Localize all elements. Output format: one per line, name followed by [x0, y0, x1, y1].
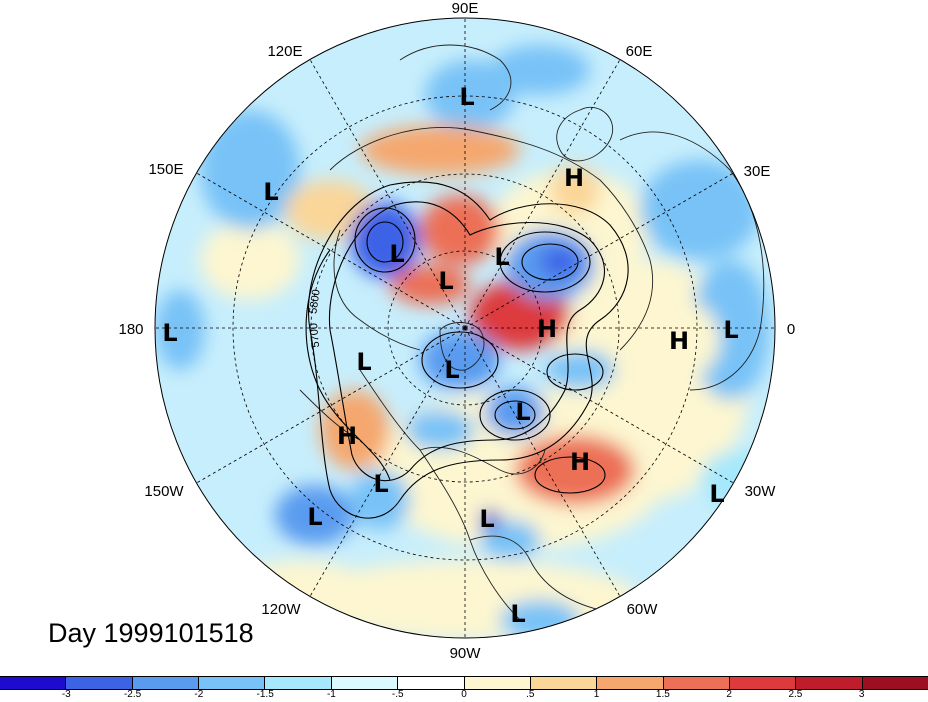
colorbar-tick-label: 0 — [461, 689, 467, 700]
colorbar-tick-label: -3 — [61, 689, 71, 700]
colorbar-tick-label: 1 — [593, 689, 600, 700]
low-marker: L — [438, 267, 453, 295]
colorbar-segment — [398, 677, 465, 689]
colorbar-segment — [199, 677, 266, 689]
colorbar-tick-labels: -3 -2.5 -2 -1.5 -1 -.5 0 .5 1 1.5 2 2.5 3 — [0, 689, 928, 702]
day-label: Day 1999101518 — [48, 618, 254, 648]
low-marker: L — [459, 83, 474, 111]
contour-label-5800: 5800 — [307, 289, 322, 315]
colorbar — [0, 676, 928, 690]
colorbar-segment — [132, 677, 200, 689]
map-border — [154, 17, 776, 639]
low-marker: L — [510, 600, 525, 628]
colorbar-segment — [331, 677, 399, 689]
colorbar-tick-label: .5 — [526, 689, 535, 700]
lon-label-60w: 60W — [627, 601, 659, 618]
lon-label-0: 0 — [787, 321, 795, 338]
colorbar-segment — [862, 677, 928, 689]
longitude-labels: 90E 60E 30E 0 30W 60W 90W 120W 150W 180 … — [118, 0, 795, 662]
low-marker: L — [723, 316, 738, 344]
colorbar-segment — [0, 677, 67, 689]
lon-label-180: 180 — [118, 321, 143, 338]
highs-lows: L H L L L L L H H L L L L H L H L L L L … — [162, 83, 738, 628]
colorbar-segment — [66, 677, 133, 689]
low-marker: L — [494, 243, 509, 271]
high-marker: H — [564, 164, 584, 192]
lon-label-30e: 30E — [744, 163, 771, 180]
contour-label-5700: 5700 — [308, 323, 322, 348]
height-contours — [305, 181, 629, 519]
low-marker: L — [356, 348, 371, 376]
low-marker: L — [515, 398, 530, 426]
meridians — [155, 18, 775, 638]
low-marker: L — [373, 470, 388, 498]
lon-label-30w: 30W — [745, 483, 777, 500]
polar-map: 90E 60E 30E 0 30W 60W 90W 120W 150W 180 … — [118, 0, 795, 662]
colorbar-tick-label: 3 — [858, 689, 865, 700]
lon-label-150w: 150W — [144, 483, 184, 500]
colorbar-tick-label: -.5 — [391, 689, 404, 700]
lon-label-90w: 90W — [450, 645, 482, 662]
lon-label-120w: 120W — [261, 601, 301, 618]
high-marker: H — [537, 315, 557, 343]
low-marker: L — [709, 480, 724, 508]
latitude-circles — [232, 95, 698, 561]
colorbar-tick-label: -1 — [326, 689, 336, 700]
colorbar-tick-label: 2 — [726, 689, 732, 700]
lon-label-120e: 120E — [267, 43, 302, 60]
colorbar-segment — [796, 677, 863, 689]
high-marker: H — [669, 327, 689, 355]
colorbar-segment — [663, 677, 730, 689]
lon-label-90e: 90E — [452, 0, 479, 17]
colorbar-segment — [729, 677, 797, 689]
low-marker: L — [307, 503, 322, 531]
colorbar-tick-label: 2.5 — [788, 689, 803, 700]
high-marker: H — [570, 448, 590, 476]
low-marker: L — [444, 356, 459, 384]
low-marker: L — [263, 178, 278, 206]
high-marker: H — [337, 422, 357, 450]
lon-label-150e: 150E — [148, 161, 183, 178]
coastlines — [299, 44, 765, 621]
colorbar-tick-label: -2.5 — [123, 689, 142, 700]
colorbar-segment — [265, 677, 332, 689]
low-marker: L — [389, 240, 404, 268]
colorbar-tick-label: -1.5 — [256, 689, 274, 700]
low-marker: L — [263, 178, 278, 206]
colorbar-tick-label: 1.5 — [655, 689, 670, 700]
low-marker: L — [479, 505, 494, 533]
low-marker: L — [162, 319, 177, 347]
lon-label-60e: 60E — [626, 43, 653, 60]
colorbar-tick-label: -2 — [194, 689, 204, 700]
colorbar-segment — [597, 677, 664, 689]
colorbar-segment — [530, 677, 598, 689]
colorbar-segment — [464, 677, 531, 689]
